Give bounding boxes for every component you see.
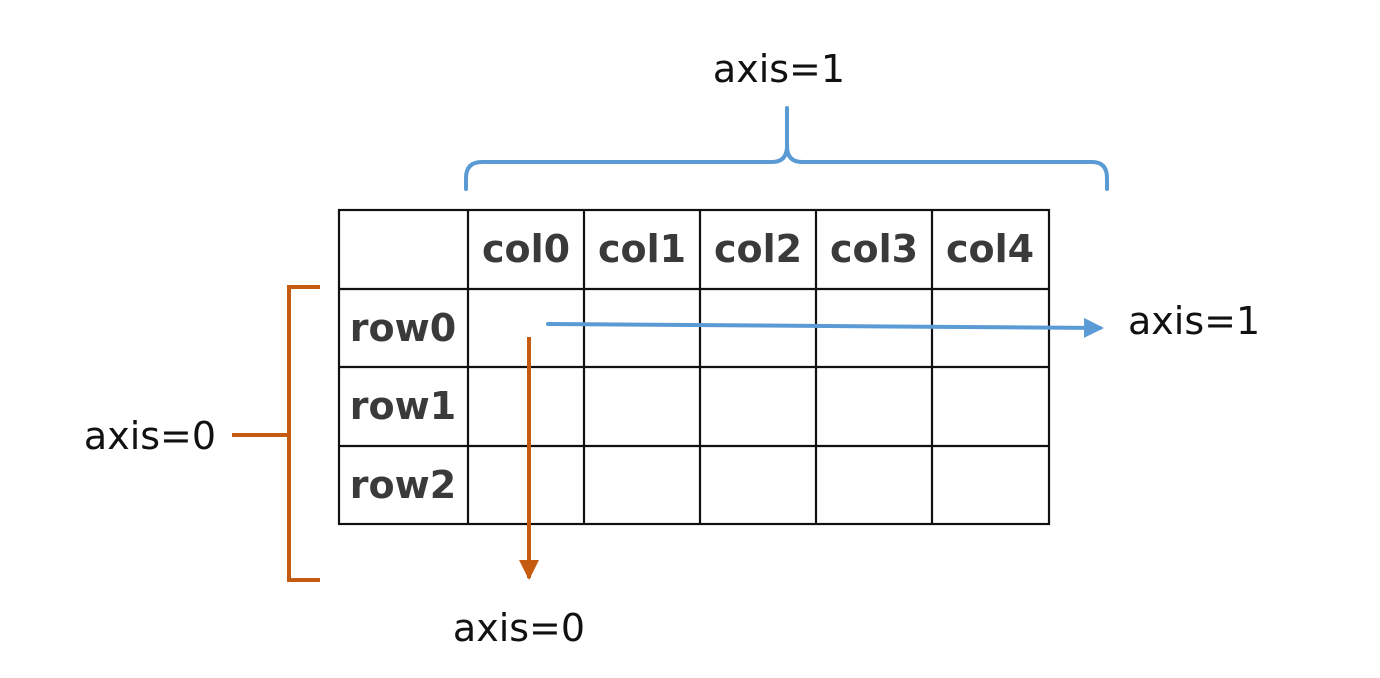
axis1-arrow xyxy=(546,317,1104,338)
axis1-brace xyxy=(464,106,1109,191)
column-header-col3: col3 xyxy=(830,227,918,271)
column-header-col0: col0 xyxy=(482,227,570,271)
axis1-arrow-group: axis=1 xyxy=(546,299,1260,343)
axis0-bracket-group: axis=0 xyxy=(84,285,320,582)
row-header-row0: row0 xyxy=(350,306,456,350)
axis1-arrow-label: axis=1 xyxy=(1128,299,1260,343)
row-header-row1: row1 xyxy=(350,384,456,428)
axis0-bracket xyxy=(232,285,320,582)
column-header-col4: col4 xyxy=(946,227,1034,271)
axis0-arrow-group: axis=0 xyxy=(453,337,585,650)
row-header-row2: row2 xyxy=(350,463,456,507)
axis1-brace-label: axis=1 xyxy=(713,47,845,91)
column-header-col1: col1 xyxy=(598,227,686,271)
axis1-brace-group: axis=1 xyxy=(464,47,1109,191)
axis0-arrow-label: axis=0 xyxy=(453,606,585,650)
data-table: col0 col1 col2 col3 col4 row0 row1 row2 xyxy=(337,208,1051,526)
axis0-bracket-label: axis=0 xyxy=(84,414,216,458)
column-header-col2: col2 xyxy=(714,227,802,271)
